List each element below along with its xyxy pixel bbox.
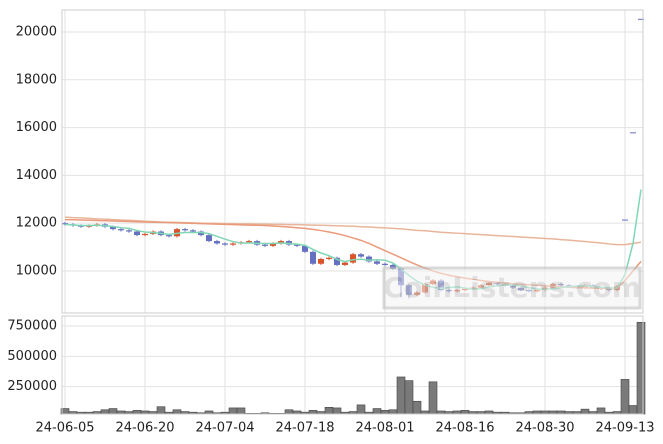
candle-body — [246, 241, 252, 243]
x-tick-label: 24-07-18 — [275, 421, 334, 436]
candle-body — [262, 244, 268, 246]
price-panel — [62, 10, 644, 313]
volume-bar — [372, 408, 382, 415]
y-tick-label: 14000 — [16, 168, 57, 183]
candle-body — [326, 257, 332, 259]
y-tick-label: 16000 — [16, 120, 57, 135]
x-tick-label: 24-08-01 — [355, 421, 414, 436]
candle-body — [110, 226, 116, 230]
volume-bar — [156, 406, 166, 415]
candle-body — [118, 229, 124, 231]
watermark-box — [382, 266, 642, 310]
candle-body — [334, 257, 340, 265]
volume-bar — [228, 407, 238, 415]
candle-body — [142, 233, 148, 236]
volume-bar — [172, 409, 182, 415]
candle-body — [182, 229, 188, 231]
candle-body — [630, 132, 636, 134]
volume-bar — [284, 409, 294, 415]
y-tick-label: 500000 — [7, 349, 57, 364]
candle-body — [206, 235, 212, 242]
volume-bar — [412, 400, 422, 415]
watermark-group: CoinListens.com — [382, 266, 642, 310]
volume-panel — [60, 316, 646, 415]
volume-bar — [628, 405, 638, 415]
volume-bar — [380, 410, 390, 415]
volume-frame — [61, 315, 644, 415]
volume-bar — [356, 404, 366, 415]
volume-bar — [388, 409, 398, 415]
candle-body — [230, 243, 236, 245]
volume-bar — [108, 408, 118, 415]
volume-bar — [132, 410, 142, 415]
volume-bar — [236, 407, 246, 415]
candle-body — [358, 254, 364, 257]
x-tick-label: 24-08-16 — [435, 421, 494, 436]
candle-body — [622, 219, 628, 221]
volume-bar — [396, 376, 406, 415]
candle-body — [318, 258, 324, 264]
candle-body — [134, 231, 140, 236]
y-tick-label: 250000 — [7, 379, 57, 394]
candle-body — [166, 235, 172, 237]
x-tick-label: 24-08-30 — [515, 421, 574, 436]
candle-body — [190, 230, 196, 232]
volume-bar — [308, 410, 318, 415]
candle-body — [638, 18, 644, 20]
candle-body — [198, 231, 204, 236]
volume-bar — [332, 407, 342, 415]
y-tick-label: 12000 — [16, 216, 57, 231]
volume-bar — [580, 408, 590, 415]
volume-bar — [636, 322, 646, 415]
volume-bar — [324, 407, 334, 415]
y-tick-label: 18000 — [16, 72, 57, 87]
candle-body — [126, 230, 132, 232]
volume-bar — [596, 407, 606, 415]
y-tick-label: 20000 — [16, 24, 57, 39]
x-tick-label: 24-06-05 — [35, 421, 94, 436]
volume-bar — [404, 380, 414, 415]
candle-body — [222, 243, 228, 245]
candle-body — [214, 241, 220, 244]
candle-body — [62, 223, 68, 225]
y-tick-label: 10000 — [16, 263, 57, 278]
volume-bar — [428, 381, 438, 415]
volume-bar — [620, 379, 630, 415]
x-tick-label: 24-07-04 — [195, 421, 254, 436]
volume-bar — [460, 410, 470, 415]
x-tick-label: 24-06-20 — [115, 421, 174, 436]
x-tick-label: 24-09-13 — [595, 421, 654, 436]
candle-body — [270, 243, 276, 246]
price-frame — [61, 9, 644, 314]
candle-body — [350, 254, 356, 263]
watermark: CoinListens.com — [383, 271, 641, 304]
candle-body — [374, 261, 380, 264]
volume-bar — [100, 409, 110, 415]
candle-body — [310, 251, 316, 264]
y-tick-label: 750000 — [7, 318, 57, 333]
candle-body — [302, 245, 308, 252]
candle-body — [342, 262, 348, 265]
candle-body — [294, 244, 300, 246]
candle-body — [366, 256, 372, 262]
candle-body — [382, 263, 388, 265]
